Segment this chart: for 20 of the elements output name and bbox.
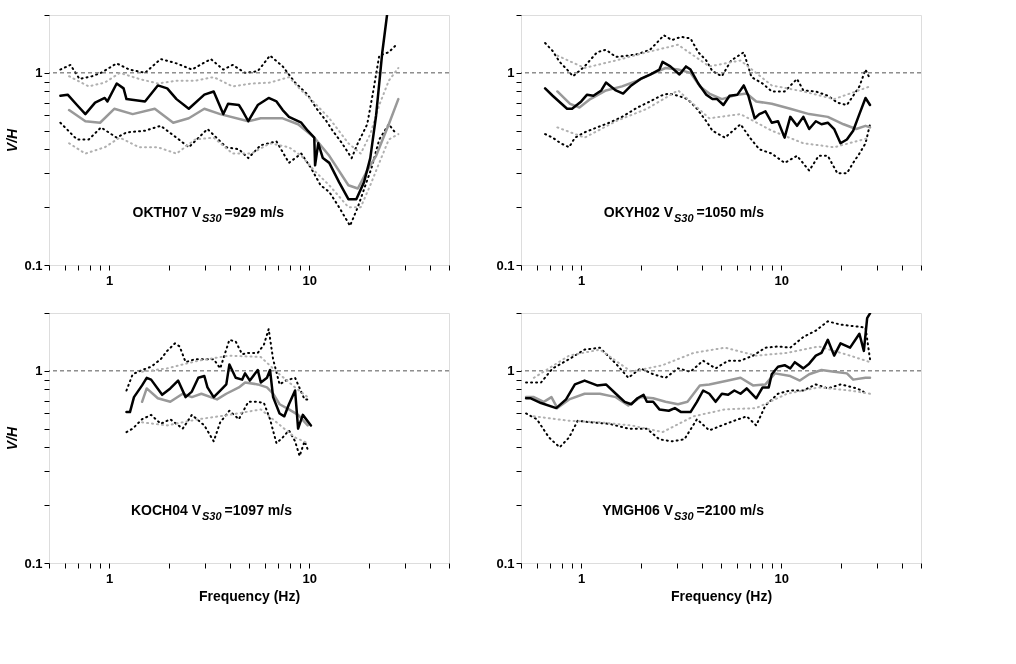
y-tick-label: 1 <box>507 363 515 379</box>
y-tick-label: 1 <box>507 65 515 81</box>
y-tick-label: 1 <box>35 363 43 379</box>
x-tick-label: 1 <box>106 272 114 288</box>
y-tick-label: 1 <box>35 65 43 81</box>
x-tick-label: 10 <box>302 272 317 288</box>
y-axis-title: V/H <box>4 127 21 153</box>
x-axis-title: Frequency (Hz) <box>670 587 773 604</box>
x-tick-label: 10 <box>302 570 317 586</box>
x-tick-label: 1 <box>578 272 586 288</box>
x-axis-title: Frequency (Hz) <box>198 587 301 604</box>
y-tick-label: 0.1 <box>24 555 43 571</box>
x-tick-label: 1 <box>106 570 114 586</box>
x-tick-label: 1 <box>578 570 586 586</box>
y-tick-label: 0.1 <box>496 555 515 571</box>
x-tick-label: 10 <box>774 570 789 586</box>
y-tick-label: 0.1 <box>496 257 515 273</box>
y-axis-title: V/H <box>4 425 21 451</box>
x-tick-label: 10 <box>774 272 789 288</box>
y-tick-label: 0.1 <box>24 257 43 273</box>
